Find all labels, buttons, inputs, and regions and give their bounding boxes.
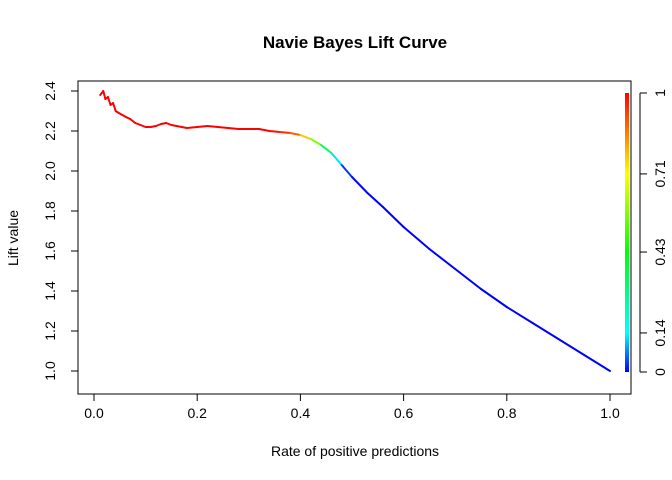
chart-title: Navie Bayes Lift Curve	[263, 33, 447, 52]
y-tick-label: 2.0	[42, 161, 58, 181]
x-axis-label: Rate of positive predictions	[271, 443, 439, 459]
curve-segment	[381, 206, 405, 228]
curve-segment	[366, 192, 384, 208]
curve-segment	[102, 90, 107, 100]
curve-segment	[454, 268, 482, 290]
curve-segment	[351, 176, 369, 194]
curve-segment	[185, 126, 199, 129]
curve-segment	[299, 134, 312, 140]
curve-segment	[216, 126, 230, 129]
y-tick-label: 1.6	[42, 241, 58, 261]
curve-segment	[206, 125, 219, 128]
colorbar-tick-label: 0.14	[652, 319, 668, 346]
curve-segment	[289, 132, 302, 136]
y-tick-label: 1.4	[42, 281, 58, 301]
curve-segment	[480, 288, 508, 308]
curve-segment	[258, 128, 271, 132]
colorbar-tick-label: 1	[652, 89, 668, 97]
curve-segment	[330, 152, 343, 166]
colorbar-tick-label: 0.71	[652, 160, 668, 187]
x-axis: 0.0 0.2 0.4 0.6 0.8 1.0	[84, 393, 620, 421]
y-tick-label: 2.2	[42, 121, 58, 141]
curve-segment	[402, 226, 431, 250]
y-tick-label: 2.4	[42, 81, 58, 101]
y-tick-label: 1.8	[42, 201, 58, 221]
colorbar	[625, 93, 629, 372]
curve-segment	[268, 130, 281, 133]
curve-segment	[106, 96, 112, 106]
curve-segment	[340, 164, 353, 178]
curve-segment	[129, 118, 137, 124]
y-axis: 1.0 1.2 1.4 1.6 1.8 2.0 2.2 2.4	[42, 81, 79, 381]
x-tick-label: 0.8	[497, 405, 517, 421]
lift-curve	[99, 90, 611, 372]
y-tick-label: 1.2	[42, 321, 58, 341]
curve-segment	[278, 131, 292, 134]
curve-segment	[557, 338, 586, 356]
x-tick-label: 0.2	[187, 405, 207, 421]
curve-segment	[583, 354, 611, 372]
curve-segment	[196, 125, 209, 128]
colorbar-axis: 0 0.14 0.43 0.71 1	[639, 89, 668, 376]
plot-box	[77, 80, 632, 395]
curve-segment	[320, 144, 333, 154]
x-tick-label: 0.6	[394, 405, 414, 421]
x-tick-label: 0.0	[84, 405, 104, 421]
colorbar-tick-label: 0.43	[652, 238, 668, 265]
curve-segment	[309, 138, 323, 146]
x-tick-label: 0.4	[291, 405, 311, 421]
curve-segment	[531, 322, 560, 340]
colorbar-tick-label: 0	[652, 368, 668, 376]
x-tick-label: 1.0	[600, 405, 620, 421]
curve-segment	[112, 102, 117, 112]
curve-segment	[505, 306, 534, 324]
y-tick-label: 1.0	[42, 361, 58, 381]
curve-segment	[227, 127, 240, 130]
curve-segment	[428, 248, 457, 270]
y-axis-label: Lift value	[5, 210, 21, 266]
